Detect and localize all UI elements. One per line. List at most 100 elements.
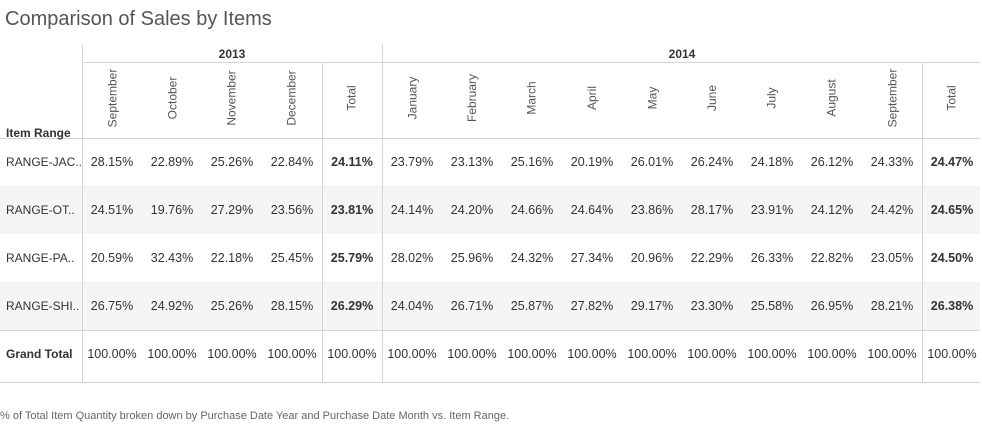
data-cell: 24.64%	[570, 203, 614, 217]
column-header-label: July	[765, 87, 779, 109]
data-cell: 25.26%	[210, 299, 254, 313]
data-cell: 25.45%	[270, 251, 314, 265]
data-cell: 100.00%	[627, 347, 677, 361]
data-cell: 28.17%	[690, 203, 734, 217]
data-cell: 27.29%	[210, 203, 254, 217]
grid-line	[82, 62, 980, 63]
column-header-label: May	[644, 86, 659, 110]
column-header-month: June	[682, 62, 742, 134]
total-cell: 26.29%	[330, 299, 374, 313]
data-cell: 24.12%	[810, 203, 854, 217]
data-cell: 28.15%	[90, 155, 134, 169]
data-cell: 100.00%	[687, 347, 737, 361]
data-cell: 24.32%	[510, 251, 554, 265]
column-header-month: February	[442, 62, 502, 134]
grid-line	[0, 382, 980, 383]
data-cell: 24.33%	[870, 155, 914, 169]
column-header-month: October	[142, 62, 202, 134]
data-cell: 28.15%	[270, 299, 314, 313]
row-band	[0, 282, 980, 330]
row-label: RANGE-PA..	[6, 251, 75, 265]
column-header-month: September	[82, 62, 142, 134]
data-cell: 23.13%	[450, 155, 494, 169]
data-cell: 26.71%	[450, 299, 494, 313]
row-header-title: Item Range	[6, 126, 71, 140]
data-cell: 20.96%	[630, 251, 674, 265]
column-header-label: April	[584, 85, 599, 111]
data-cell: 32.43%	[150, 251, 194, 265]
data-cell: 25.26%	[210, 155, 254, 169]
data-cell: 100.00%	[807, 347, 857, 361]
column-header-label: December	[284, 70, 299, 126]
data-cell: 24.66%	[510, 203, 554, 217]
data-cell: 26.24%	[690, 155, 734, 169]
data-cell: 23.56%	[270, 203, 314, 217]
total-cell: 24.11%	[331, 155, 373, 169]
data-cell: 28.02%	[390, 251, 434, 265]
row-band	[0, 186, 980, 234]
column-header-label: August	[824, 79, 839, 117]
column-header-month: March	[502, 62, 562, 134]
data-cell: 22.82%	[810, 251, 854, 265]
column-header-total: Total	[322, 62, 382, 134]
year-header: 2014	[668, 47, 696, 61]
data-cell: 25.16%	[510, 155, 554, 169]
data-cell: 20.59%	[90, 251, 134, 265]
data-cell: 20.19%	[570, 155, 614, 169]
data-cell: 26.33%	[750, 251, 794, 265]
row-label: RANGE-JAC..	[6, 155, 82, 169]
column-header-label: November	[224, 70, 239, 126]
grid-line	[82, 44, 83, 382]
data-cell: 27.82%	[570, 299, 614, 313]
data-cell: 26.75%	[90, 299, 134, 313]
grid-line	[382, 44, 383, 382]
column-header-label: Total	[344, 85, 359, 111]
row-label: RANGE-OT..	[6, 203, 75, 217]
data-cell: 100.00%	[567, 347, 617, 361]
data-cell: 100.00%	[867, 347, 917, 361]
data-cell: 24.42%	[870, 203, 914, 217]
data-cell: 100.00%	[267, 347, 317, 361]
data-cell: 100.00%	[147, 347, 197, 361]
row-label: RANGE-SHI..	[6, 299, 80, 313]
data-cell: 22.89%	[150, 155, 194, 169]
grid-line	[0, 330, 980, 331]
data-cell: 24.92%	[150, 299, 194, 313]
total-cell: 100.00%	[927, 347, 977, 361]
data-cell: 100.00%	[387, 347, 437, 361]
total-cell: 24.50%	[930, 251, 974, 265]
data-cell: 25.87%	[510, 299, 554, 313]
column-header-month: August	[802, 62, 862, 134]
data-cell: 24.14%	[390, 203, 434, 217]
grid-line	[0, 138, 980, 139]
column-header-label: March	[525, 81, 539, 115]
total-cell: 23.81%	[330, 203, 374, 217]
data-cell: 28.21%	[870, 299, 914, 313]
chart-footer-caption: % of Total Item Quantity broken down by …	[0, 410, 510, 422]
data-cell: 23.91%	[750, 203, 794, 217]
column-header-month: November	[202, 62, 262, 134]
column-header-label: Total	[944, 85, 959, 111]
data-cell: 25.58%	[750, 299, 794, 313]
data-cell: 25.96%	[450, 251, 494, 265]
column-header-label: February	[465, 73, 479, 123]
total-cell: 24.65%	[930, 203, 974, 217]
data-cell: 24.51%	[90, 203, 134, 217]
data-cell: 100.00%	[747, 347, 797, 361]
data-cell: 26.95%	[810, 299, 854, 313]
data-cell: 23.86%	[630, 203, 674, 217]
column-header-month: May	[622, 62, 682, 134]
chart-title: Comparison of Sales by Items	[5, 8, 272, 30]
grid-line	[322, 62, 323, 382]
data-cell: 23.05%	[870, 251, 914, 265]
data-cell: 23.79%	[390, 155, 434, 169]
data-cell: 29.17%	[630, 299, 674, 313]
data-cell: 24.20%	[450, 203, 494, 217]
total-cell: 24.47%	[930, 155, 974, 169]
grand-total-label: Grand Total	[6, 347, 73, 361]
column-header-month: September	[862, 62, 922, 134]
data-cell: 100.00%	[447, 347, 497, 361]
data-cell: 24.04%	[390, 299, 434, 313]
data-cell: 22.84%	[270, 155, 314, 169]
column-header-label: October	[165, 76, 179, 120]
